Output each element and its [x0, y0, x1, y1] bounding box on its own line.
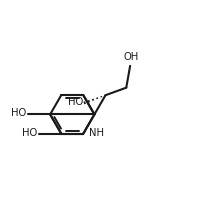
Text: HO: HO [67, 97, 83, 107]
Text: HO: HO [22, 128, 37, 138]
Text: NH: NH [89, 128, 104, 138]
Text: OH: OH [123, 52, 139, 62]
Text: HO: HO [11, 109, 26, 118]
